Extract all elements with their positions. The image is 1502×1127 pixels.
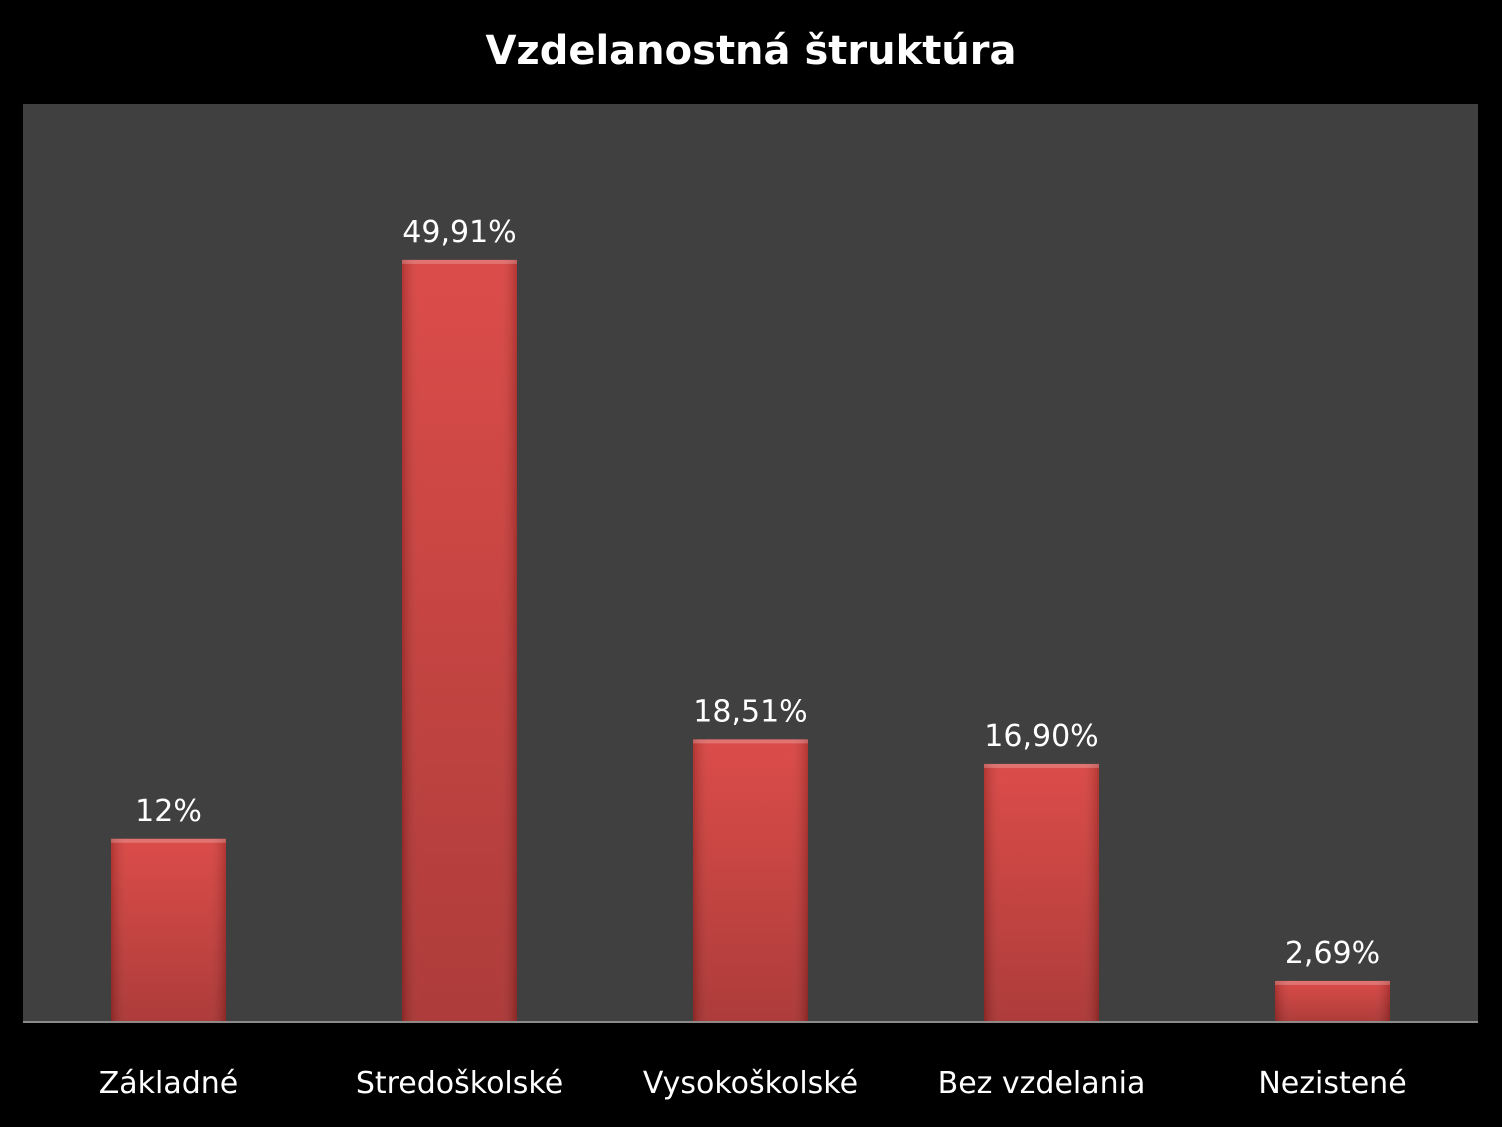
category-label: Nezistené [1258, 1066, 1406, 1101]
bar-top-highlight [984, 763, 1099, 768]
value-labels-layer: 12% 49,91% 18,51% 16,90% 2,69% [135, 215, 1380, 971]
category-label: Vysokoškolské [643, 1066, 858, 1101]
bar-top-highlight [402, 259, 517, 264]
bar-top-highlight [1275, 980, 1390, 985]
bar-1 [111, 838, 226, 1022]
category-label: Bez vzdelania [938, 1066, 1146, 1101]
chart-title: Vzdelanostná štruktúra [485, 28, 1016, 74]
bar-5 [1275, 980, 1390, 1022]
data-label: 49,91% [402, 215, 516, 250]
data-label: 18,51% [693, 694, 807, 729]
bar-2 [402, 259, 517, 1023]
bar-top-highlight [111, 838, 226, 843]
bar-4 [984, 763, 1099, 1022]
bar-shading [111, 838, 226, 1022]
category-label: Stredoškolské [356, 1066, 563, 1101]
category-label: Základné [99, 1066, 239, 1101]
bar-shading [984, 763, 1099, 1022]
category-labels-layer: Základné Stredoškolské Vysokoškolské Bez vz… [99, 1066, 1407, 1101]
data-label: 16,90% [984, 719, 1098, 754]
data-label: 12% [135, 794, 202, 829]
bar-shading [1275, 980, 1390, 1022]
data-label: 2,69% [1285, 936, 1380, 971]
bars-layer [111, 259, 1390, 1023]
bar-shading [693, 739, 808, 1022]
bar-top-highlight [693, 739, 808, 744]
bar-3 [693, 739, 808, 1022]
bar-shading [402, 259, 517, 1023]
